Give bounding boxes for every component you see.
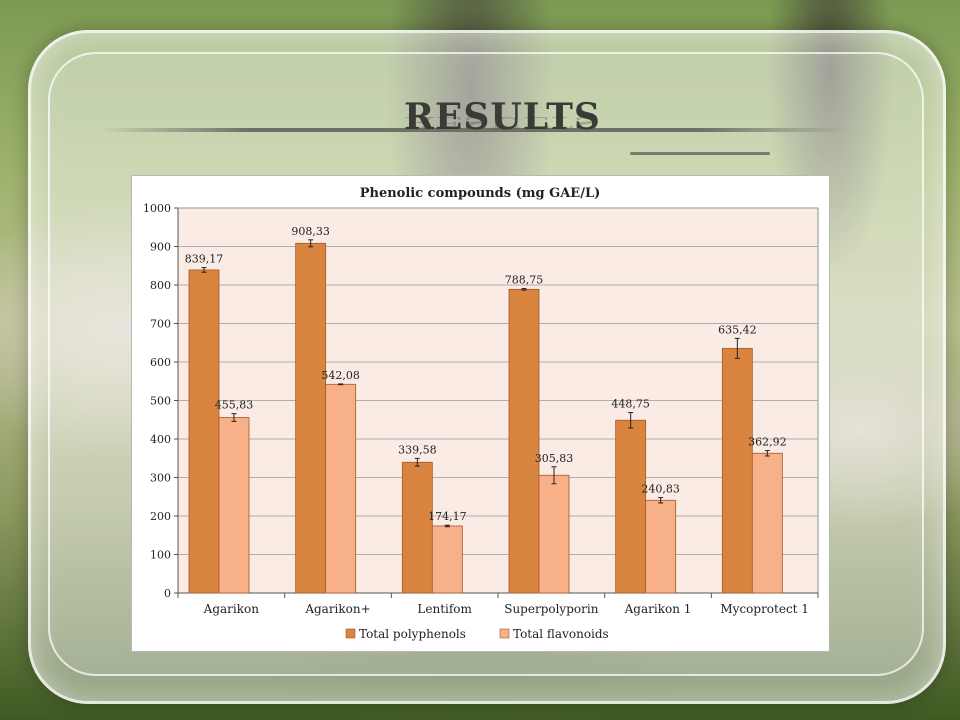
y-tick-label: 0 [164,587,171,600]
title-underline-short [630,152,770,155]
x-tick-label: Agarikon 1 [624,602,692,616]
bar-total-polyphenols [295,242,327,594]
y-tick-label: 500 [150,395,171,408]
bar-total-polyphenols [188,269,220,594]
x-tick-label: Agarikon+ [304,602,370,616]
y-tick-label: 200 [150,510,171,523]
phenolic-chart: Phenolic compounds (mg GAE/L) 0 100 200 300… [143,186,819,641]
legend-label: Total polyphenols [359,627,466,641]
data-label: 305,83 [535,452,574,465]
x-tick-label: Superpolyporin [504,602,598,616]
data-label: 448,75 [611,398,650,411]
chart-title: Phenolic compounds (mg GAE/L) [360,186,601,201]
slide-title-reflection: RESULTS [404,113,601,132]
x-tick-label: Lentifom [417,602,472,616]
y-tick-label: 400 [150,433,171,446]
data-label: 455,83 [215,399,254,412]
y-tick-label: 300 [150,472,171,485]
bar-total-flavonoids [218,417,250,594]
bar-total-flavonoids [325,383,357,594]
data-label: 788,75 [505,274,544,287]
y-tick-label: 1000 [143,202,171,215]
legend-label: Total flavonoids [513,627,609,641]
data-label: 908,33 [291,225,330,238]
title-underline-long [100,128,850,132]
bar-total-flavonoids [431,525,463,594]
bar-total-polyphenols [508,288,540,594]
data-label: 635,42 [718,323,757,336]
x-tick-label: Agarikon [203,602,260,616]
data-label: 542,08 [321,369,360,382]
chart-container: Phenolic compounds (mg GAE/L) 0 100 200 300… [131,175,830,652]
bar-total-flavonoids [538,474,570,594]
bar-total-polyphenols [401,461,433,594]
slide-title: RESULTS [404,96,601,138]
legend-swatch [499,628,510,639]
x-tick-label: Mycoprotect 1 [720,602,809,616]
data-label: 362,92 [748,436,787,449]
bar-total-flavonoids [645,499,677,594]
bar-total-polyphenols [721,347,753,594]
y-tick-label: 600 [150,356,171,369]
data-label: 240,83 [641,483,680,496]
data-label: 839,17 [185,253,224,266]
bar-total-polyphenols [615,419,647,594]
data-label: 174,17 [428,510,467,523]
legend-swatch [345,628,356,639]
y-tick-label: 800 [150,279,171,292]
bar-total-flavonoids [751,452,783,594]
data-label: 339,58 [398,443,437,456]
y-tick-label: 100 [150,549,171,562]
y-tick-label: 900 [150,241,171,254]
y-tick-label: 700 [150,318,171,331]
